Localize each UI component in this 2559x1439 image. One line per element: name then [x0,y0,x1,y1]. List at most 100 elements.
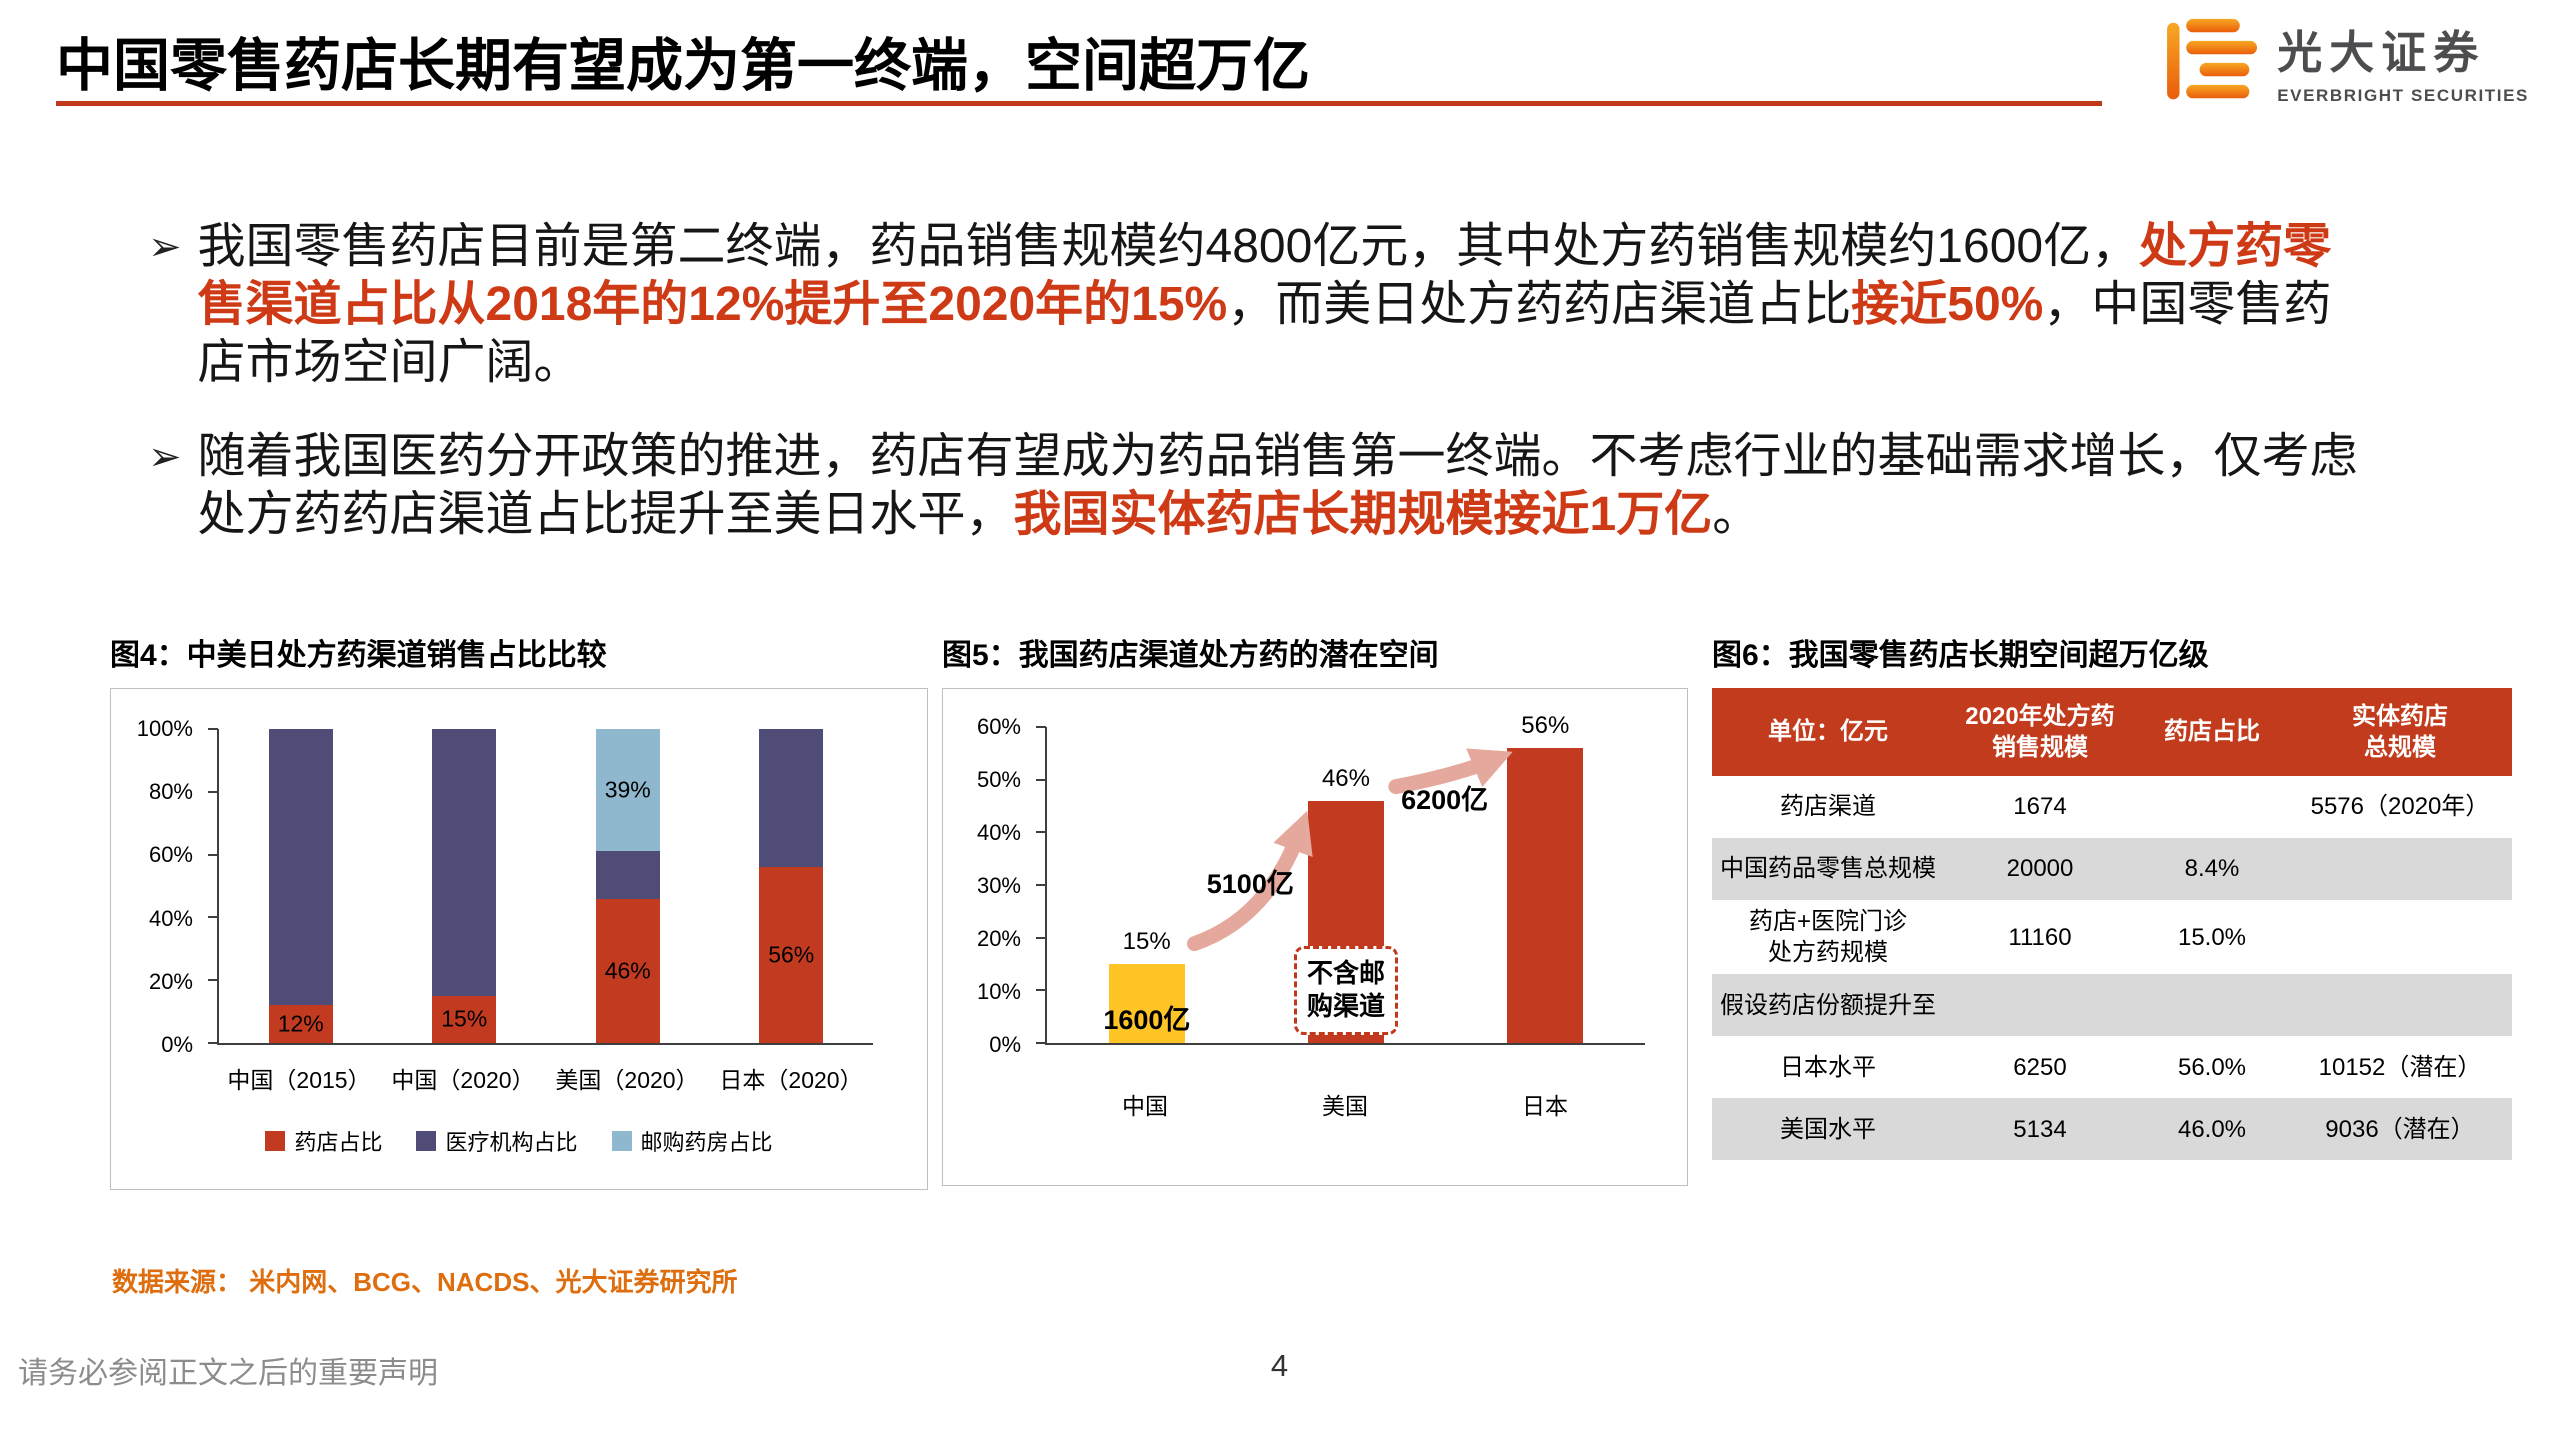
table-header-cell: 实体药店 总规模 [2352,702,2448,761]
stacked-bar: 15% [432,729,497,1043]
table-header-row: 单位：亿元 2020年处方药 销售规模 药店占比 实体药店 总规模 [1712,688,2512,776]
bar-value-label: 12% [277,1010,324,1037]
table-header-cell: 2020年处方药 销售规模 [1965,702,2115,761]
y-axis-tick-label: 80% [148,779,193,805]
value-annotation: 1600亿 [1103,1004,1191,1035]
bullet-marker-icon: ➢ [148,225,182,269]
x-axis-category-label: 美国（2020） [555,1067,699,1093]
x-axis: 中国 美国 日本 [1045,1087,1645,1121]
bar-segment [268,729,333,1006]
table-cell: 11160 [2008,923,2072,951]
figure-6-table: 单位：亿元 2020年处方药 销售规模 药店占比 实体药店 总规模 药店渠道 1674 5… [1712,688,2512,1161]
legend-swatch [611,1131,632,1151]
y-axis-tick [1036,936,1046,939]
legend-item: 药店占比 [265,1125,382,1157]
y-axis-tick [208,728,218,730]
bullet-text: 随着我国医药分开政策的推进，药店有望成为药品销售第一终端。不考虑行业的基础需求增… [198,428,2360,544]
bar-segment: 46% [595,898,660,1043]
x-axis-category-label: 日本（2020） [719,1067,863,1093]
stacked-bar: 12% [268,729,333,1043]
table-cell [2288,974,2512,1036]
data-source: 数据来源： 米内网、BCG、NACDS、光大证券研究所 [112,1267,738,1297]
y-axis-tick [208,916,218,919]
x-axis-category-label: 中国（2020） [391,1067,535,1093]
table-cell: 8.4% [2184,855,2240,883]
plot-area: 15% 46% 56% 1600亿 5100亿 6200亿 不含邮购渠道 [1036,712,1645,1045]
table-row: 日本水平 6250 56.0% 10152（潜在） [1712,1036,2512,1099]
legend-item: 医疗机构占比 [416,1125,578,1157]
y-axis-tick [208,790,218,793]
bar-value-label: 15% [441,1005,488,1032]
table-cell: 5134 [2013,1115,2067,1143]
table-cell: 15.0% [2177,923,2247,951]
y-axis-tick-label: 20% [976,926,1021,951]
highlighted-text: 接近50% [1851,278,2044,331]
table-header-cell: 单位：亿元 [1768,718,1888,746]
bar-value-label: 56% [768,941,815,968]
table-cell: 假设药店份额提升至 [1720,991,1936,1019]
figure-4-title: 图4：中美日处方药渠道销售占比比较 [110,639,607,672]
legend: 药店占比 医疗机构占比 邮购药房占比 [111,1125,927,1157]
page-number: 4 [1270,1348,1289,1383]
bar-segment: 15% [432,995,497,1043]
x-axis: 中国（2015） 中国（2020） 美国（2020） 日本（2020） [217,1061,873,1095]
table-cell [1944,974,2136,1036]
brand-name-cn: 光大证券 [2277,27,2486,78]
table-cell: 日本水平 [1780,1053,1876,1081]
stacked-bar: 46% 39% [595,729,660,1043]
table-cell: 9036（潜在） [2325,1115,2475,1143]
table-row: 假设药店份额提升至 [1712,974,2512,1037]
table-body: 药店渠道 1674 5576（2020年） 中国药品零售总规模 20000 8.4% 药店+… [1712,776,2512,1161]
table-cell: 6250 [2013,1053,2067,1081]
figure-4-chart: 0% 20% 40% 60% 80% 100% 12% 15% 46% 39% 56% 中国（20… [110,688,928,1190]
table-row: 美国水平 5134 46.0% 9036（潜在） [1712,1098,2512,1161]
figure-6-title: 图6：我国零售药店长期空间超万亿级 [1712,639,2209,672]
table-cell [2288,900,2512,974]
bar-segment [595,851,660,899]
highlighted-text: 处方药零售渠道占比从2018年的12%提升至2020年的15% [197,220,2332,331]
brand-name-en: EVERBRIGHT SECURITIES [2277,86,2529,105]
title-underline [56,101,2102,106]
x-axis-category-label: 中国 [1122,1093,1168,1119]
table-cell: 美国水平 [1780,1115,1876,1143]
bar-group: 15% [383,729,547,1043]
legend-item: 邮购药房占比 [611,1125,773,1157]
bar-segment [759,729,824,868]
y-axis-tick-label: 60% [976,714,1021,739]
y-axis-tick-label: 40% [976,820,1021,845]
table-cell: 10152（潜在） [2318,1053,2482,1081]
body-text: 随着我国医药分开政策的推进，药店有望成为药品销售第一终端。不考虑行业的基础需求增… [197,430,2358,541]
figure-6: 图6：我国零售药店长期空间超万亿级 单位：亿元 2020年处方药 销售规模 药店占比… [1712,630,2512,1161]
legend-swatch [265,1131,286,1151]
x-axis-category-label: 中国（2015） [227,1067,371,1093]
y-axis: 0% 20% 40% 60% 80% 100% [111,716,205,1057]
body-text: 。 [1712,488,1761,541]
bar: 56% [1507,712,1584,1043]
table-row: 药店+医院门诊 处方药规模 11160 15.0% [1712,900,2512,975]
y-axis-tick [1036,831,1046,834]
y-axis-tick-label: 30% [976,873,1021,898]
stacked-bar: 56% [759,729,824,1043]
figure-5-chart: 0% 10% 20% 30% 40% 50% 60% 15% 46% 56% 1600亿 5100亿… [942,688,1688,1186]
y-axis-tick [208,1042,218,1044]
bar-value-label: 15% [1122,928,1171,955]
y-axis: 0% 10% 20% 30% 40% 50% 60% [943,714,1033,1057]
y-axis-tick [1036,778,1046,781]
bullet-point: ➢ 我国零售药店目前是第二终端，药品销售规模约4800亿元，其中处方药销售规模约1… [148,218,2360,392]
table-header-cell: 药店占比 [2164,718,2260,746]
body-text: ，中国零售药店市场空间广阔。 [197,278,2332,389]
bar-segment [432,729,497,996]
table-cell: 56.0% [2177,1053,2247,1081]
everbright-logo-icon [2167,18,2258,100]
figure-5-title: 图5：我国药店渠道处方药的潜在空间 [942,639,1439,672]
bar-value-label: 56% [1521,712,1570,740]
y-axis-tick-label: 50% [976,767,1021,792]
y-axis-tick-label: 60% [148,842,193,868]
legend-label: 药店占比 [294,1130,383,1155]
y-axis-tick [208,979,218,982]
bar-segment: 12% [268,1005,333,1043]
body-text: 我国零售药店目前是第二终端，药品销售规模约4800亿元，其中处方药销售规模约16… [197,220,2140,273]
bar-segment: 39% [595,729,660,852]
bar-group: 15% [1047,727,1246,1043]
y-axis-tick-label: 10% [976,979,1021,1004]
